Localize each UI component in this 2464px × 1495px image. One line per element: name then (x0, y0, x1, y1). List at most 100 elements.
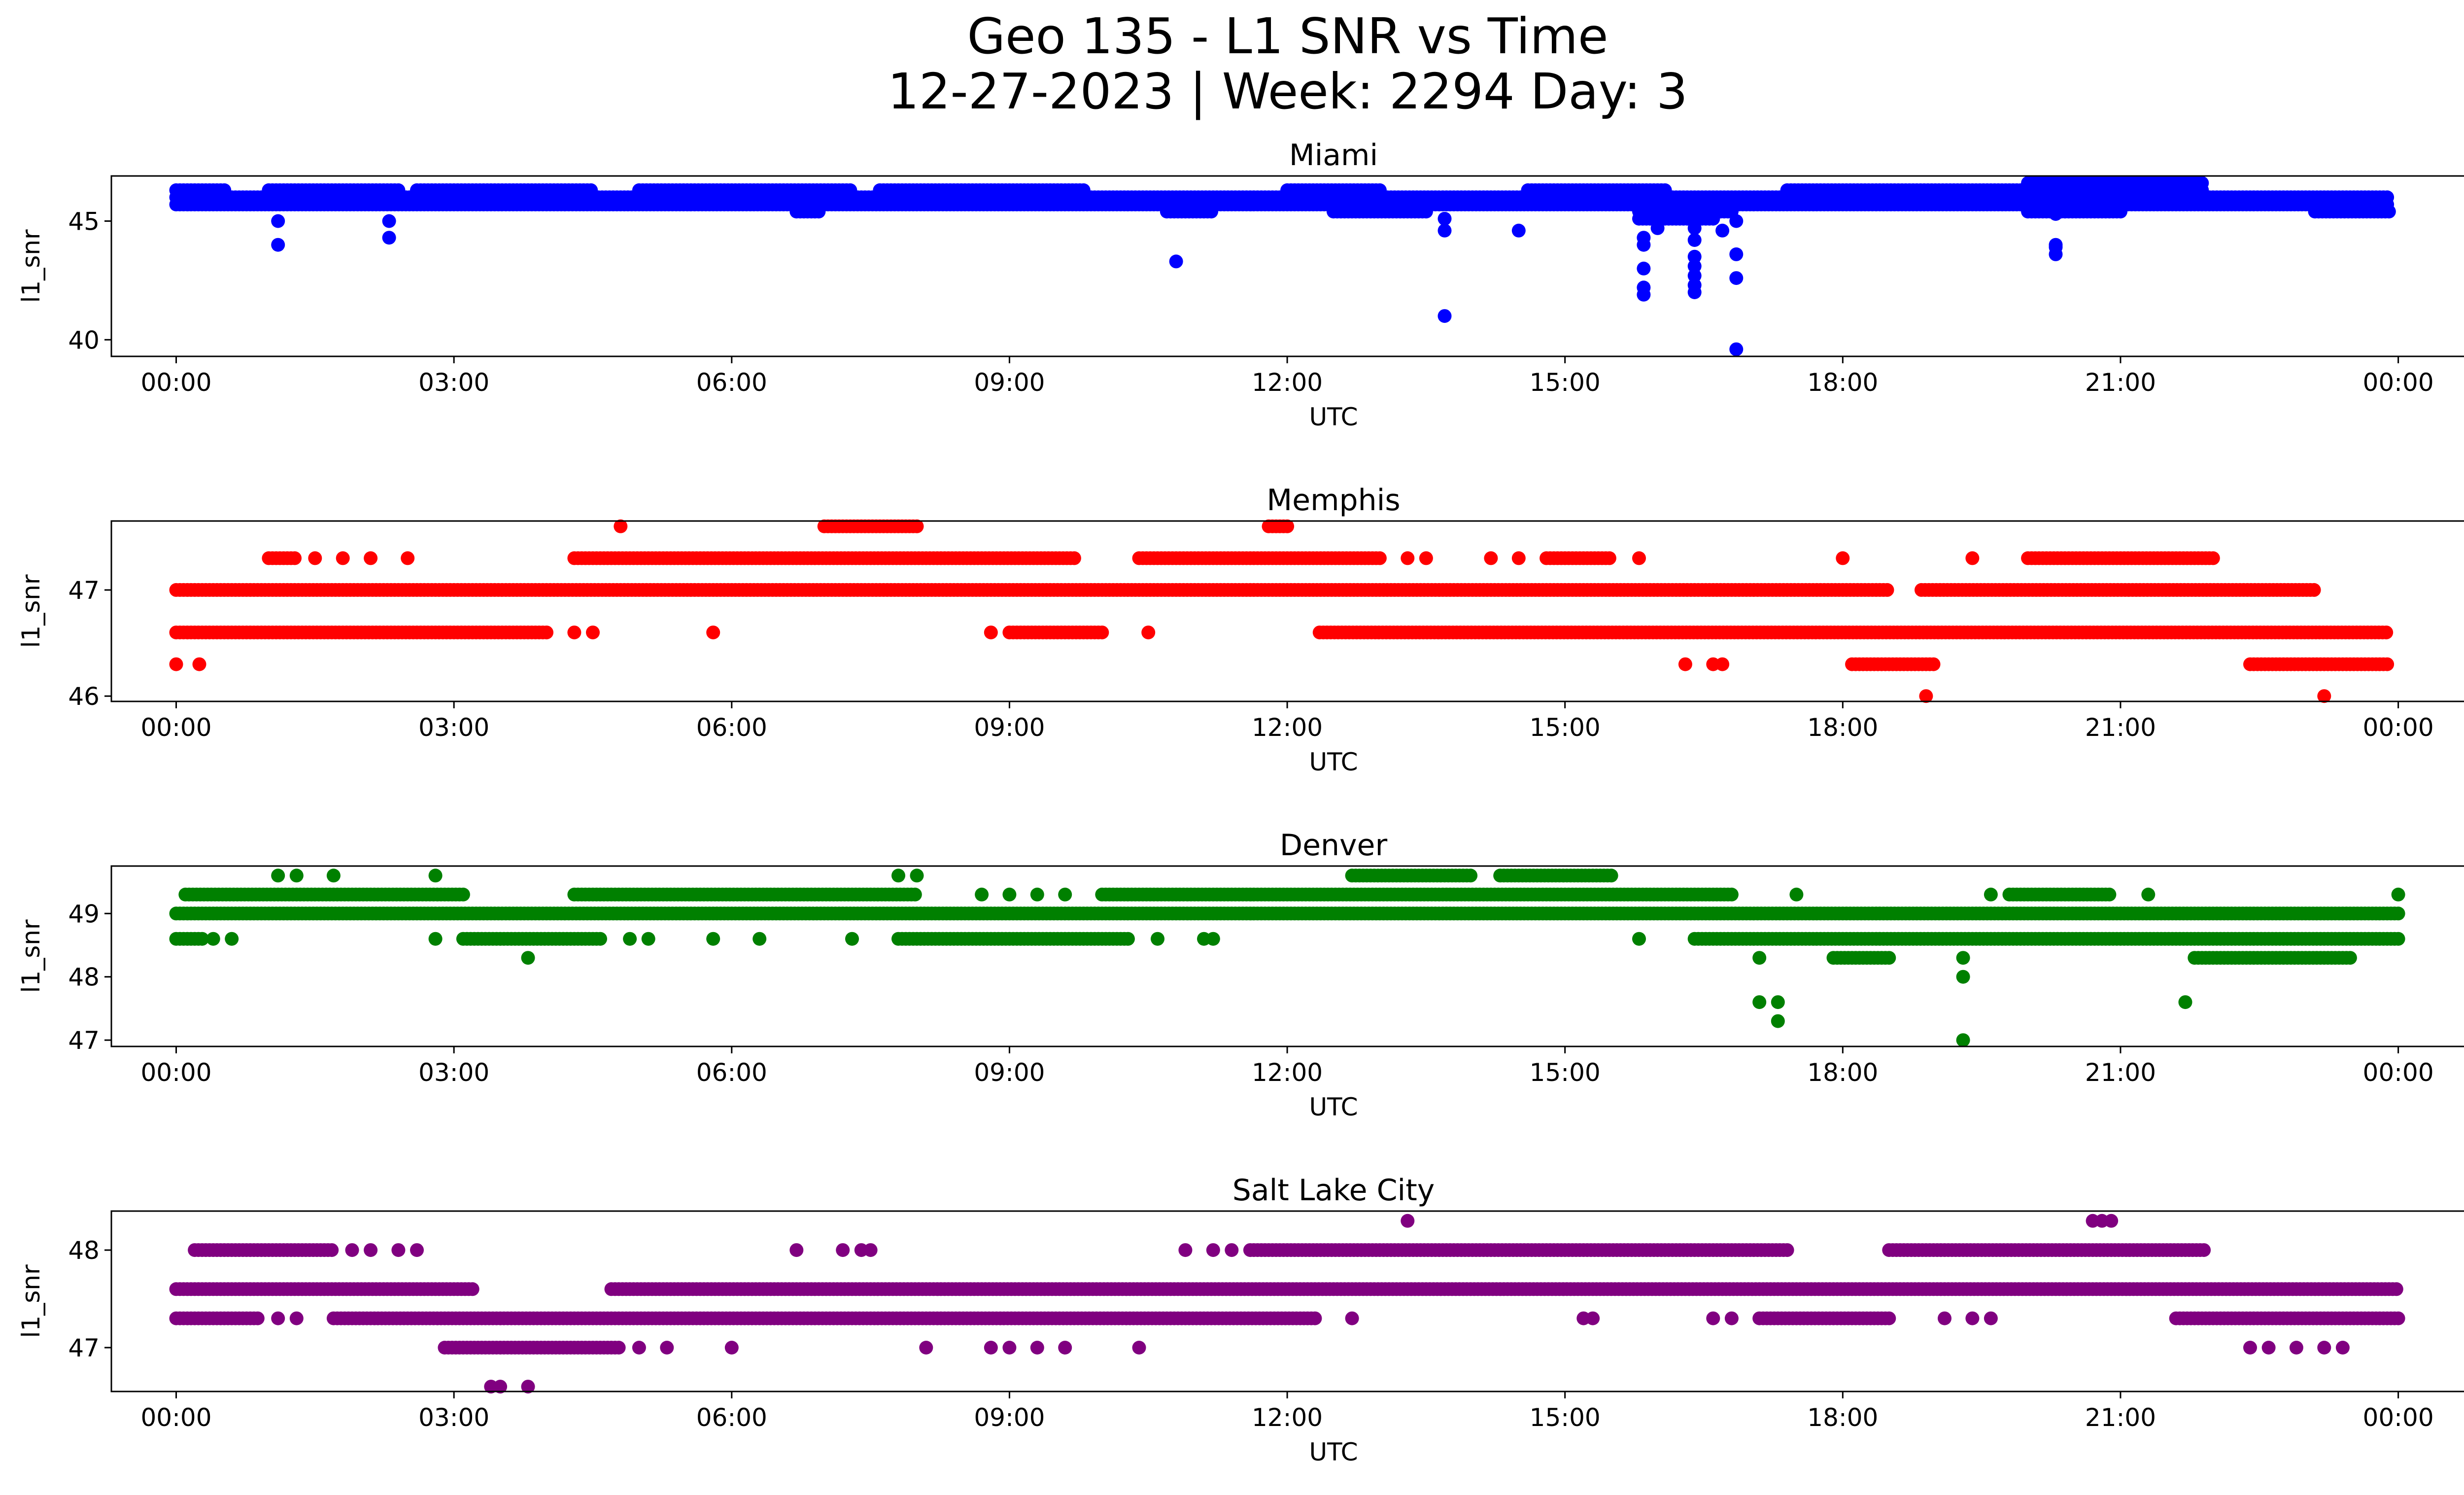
data-point (1401, 551, 1415, 565)
data-point (1372, 551, 1387, 565)
data-point (975, 887, 989, 902)
data-point (456, 887, 470, 902)
figure-subtitle: 12-27-2023 | Week: 2294 Day: 3 (888, 63, 1688, 120)
axes-frame (110, 865, 2464, 1047)
data-point (2206, 551, 2220, 565)
data-point (2382, 205, 2396, 219)
y-tick-label: 46 (68, 682, 100, 711)
y-tick-label: 49 (68, 900, 100, 928)
x-tick-label: 03:00 (418, 1058, 489, 1087)
data-point (614, 519, 628, 533)
data-point (288, 551, 302, 565)
data-point (391, 183, 406, 197)
data-point (1880, 583, 1894, 597)
data-point (1687, 221, 1702, 235)
x-tick-label: 21:00 (2085, 713, 2156, 742)
data-point (1715, 223, 1730, 238)
data-point (1752, 951, 1767, 965)
data-point (364, 551, 378, 565)
data-point (192, 657, 206, 671)
x-tick-label: 12:00 (1252, 368, 1323, 397)
data-point (1650, 209, 1665, 223)
data-point (1030, 887, 1044, 902)
data-point (1511, 223, 1526, 238)
data-point (1687, 259, 1702, 273)
data-point (1956, 1033, 1970, 1047)
data-point (271, 238, 285, 252)
data-point (593, 932, 607, 946)
data-point (336, 551, 350, 565)
data-point (1701, 209, 1715, 223)
data-point (1437, 309, 1452, 323)
series-points (169, 869, 2405, 1047)
data-point (1121, 932, 1135, 946)
data-point (1729, 342, 1744, 356)
data-point (1637, 261, 1651, 276)
y-axis-label: l1_snr (17, 919, 45, 993)
x-axis-label: UTC (1309, 403, 1358, 431)
data-point (382, 231, 396, 245)
data-point (2391, 887, 2405, 902)
data-point (1095, 626, 1109, 640)
data-point (1956, 951, 1970, 965)
data-point (225, 932, 239, 946)
data-point (1836, 551, 1850, 565)
x-tick-label: 00:00 (140, 1058, 211, 1087)
data-point (1729, 214, 1744, 228)
x-tick-label: 15:00 (1530, 713, 1601, 742)
data-point (908, 887, 922, 902)
figure-title: Geo 135 - L1 SNR vs Time (967, 7, 1608, 65)
data-point (1956, 970, 1970, 984)
data-point (641, 932, 655, 946)
data-point (1729, 271, 1744, 285)
data-point (1632, 551, 1646, 565)
data-point (2379, 626, 2394, 640)
data-point (1002, 887, 1017, 902)
data-point (1151, 932, 1164, 946)
data-point (2102, 887, 2117, 902)
data-point (2195, 176, 2209, 190)
data-point (428, 869, 443, 883)
data-point (1658, 183, 1672, 197)
x-tick-label: 12:00 (1252, 1058, 1323, 1087)
data-point (1141, 626, 1156, 640)
data-point (2049, 207, 2063, 221)
data-point (1511, 551, 1526, 565)
x-tick-label: 21:00 (2085, 1058, 2156, 1087)
data-point (206, 932, 220, 946)
series-points (169, 519, 2395, 703)
data-point (2114, 205, 2127, 219)
x-tick-label: 00:00 (2363, 713, 2434, 742)
data-point (2391, 906, 2405, 921)
data-point (1771, 1014, 1785, 1028)
data-point (1437, 211, 1452, 226)
data-point (2380, 190, 2395, 205)
x-tick-label: 03:00 (418, 713, 489, 742)
data-point (984, 626, 998, 640)
x-tick-label: 00:00 (2363, 368, 2434, 397)
data-point (2317, 689, 2331, 703)
subplot-title: Memphis (1266, 483, 1400, 518)
data-point (1169, 254, 1183, 269)
data-point (1965, 551, 1980, 565)
data-point (1926, 657, 1941, 671)
data-point (1687, 269, 1702, 283)
y-tick-label: 48 (68, 963, 100, 992)
x-tick-label: 09:00 (974, 1058, 1045, 1087)
subplot-title: Miami (1289, 138, 1378, 173)
data-point (1372, 183, 1387, 197)
data-point (1632, 932, 1646, 946)
data-point (2380, 657, 2395, 671)
data-point (2178, 995, 2192, 1009)
data-point (1984, 887, 1998, 902)
y-tick-label: 45 (68, 208, 100, 236)
data-point (195, 932, 209, 946)
data-point (1058, 887, 1072, 902)
x-tick-label: 15:00 (1530, 1058, 1601, 1087)
data-point (1729, 247, 1744, 261)
data-point (1637, 280, 1651, 295)
data-point (1067, 551, 1081, 565)
